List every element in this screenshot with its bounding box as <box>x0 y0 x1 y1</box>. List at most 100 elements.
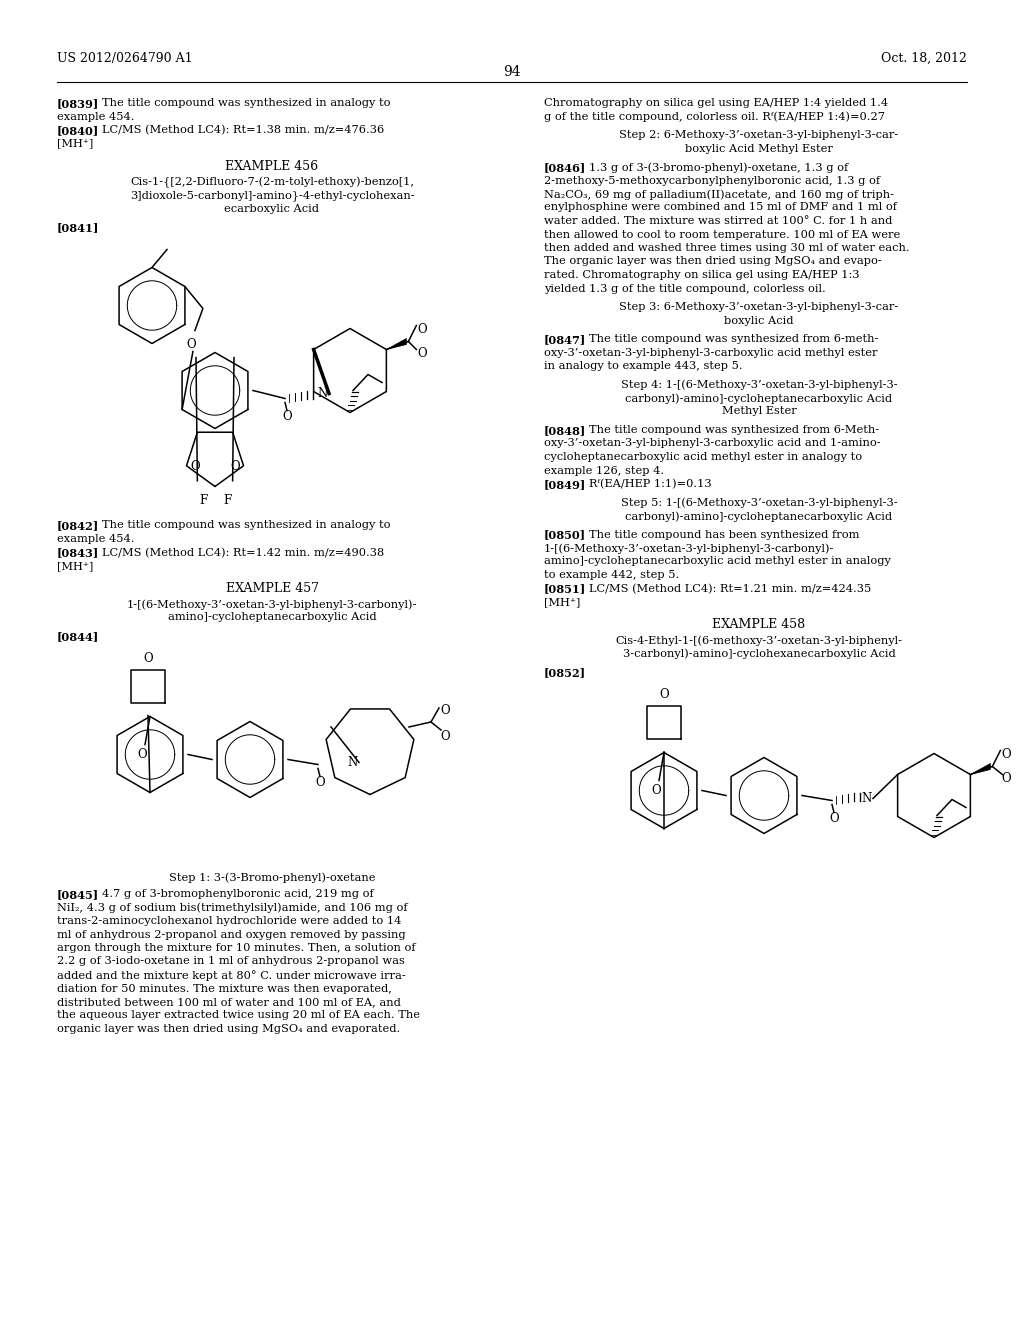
Text: example 454.: example 454. <box>57 111 134 121</box>
Text: Step 3: 6-Methoxy-3’-oxetan-3-yl-biphenyl-3-car-: Step 3: 6-Methoxy-3’-oxetan-3-yl-bipheny… <box>620 302 899 312</box>
Text: water added. The mixture was stirred at 100° C. for 1 h and: water added. The mixture was stirred at … <box>544 216 892 226</box>
Text: US 2012/0264790 A1: US 2012/0264790 A1 <box>57 51 193 65</box>
Text: [0845]: [0845] <box>57 888 99 900</box>
Text: distributed between 100 ml of water and 100 ml of EA, and: distributed between 100 ml of water and … <box>57 997 400 1007</box>
Text: oxy-3’-oxetan-3-yl-biphenyl-3-carboxylic acid methyl ester: oxy-3’-oxetan-3-yl-biphenyl-3-carboxylic… <box>544 347 878 358</box>
Text: [0846]: [0846] <box>544 162 587 173</box>
Text: boxylic Acid: boxylic Acid <box>724 315 794 326</box>
Text: [0844]: [0844] <box>57 631 99 642</box>
Text: then allowed to cool to room temperature. 100 ml of EA were: then allowed to cool to room temperature… <box>544 230 900 239</box>
Text: Chromatography on silica gel using EA/HEP 1:4 yielded 1.4: Chromatography on silica gel using EA/HE… <box>544 98 888 108</box>
Text: [MH⁺]: [MH⁺] <box>57 561 93 572</box>
Text: EXAMPLE 458: EXAMPLE 458 <box>713 619 806 631</box>
Text: Oct. 18, 2012: Oct. 18, 2012 <box>881 51 967 65</box>
Text: The title compound was synthesized in analogy to: The title compound was synthesized in an… <box>102 520 390 531</box>
Text: O: O <box>190 459 200 473</box>
Text: yielded 1.3 g of the title compound, colorless oil.: yielded 1.3 g of the title compound, col… <box>544 284 825 293</box>
Text: O: O <box>1001 748 1011 762</box>
Text: The title compound was synthesized from 6-Meth-: The title compound was synthesized from … <box>589 425 880 436</box>
Text: example 126, step 4.: example 126, step 4. <box>544 466 665 475</box>
Text: NiI₂, 4.3 g of sodium bis(trimethylsilyl)amide, and 106 mg of: NiI₂, 4.3 g of sodium bis(trimethylsilyl… <box>57 903 408 913</box>
Text: [0841]: [0841] <box>57 222 99 234</box>
Text: Step 5: 1-[(6-Methoxy-3’-oxetan-3-yl-biphenyl-3-: Step 5: 1-[(6-Methoxy-3’-oxetan-3-yl-bip… <box>621 498 897 508</box>
Text: Step 2: 6-Methoxy-3’-oxetan-3-yl-biphenyl-3-car-: Step 2: 6-Methoxy-3’-oxetan-3-yl-bipheny… <box>620 129 899 140</box>
Text: O: O <box>659 688 669 701</box>
Text: g of the title compound, colorless oil. Rᶠ(EA/HEP 1:4)=0.27: g of the title compound, colorless oil. … <box>544 111 885 121</box>
Text: Na₂CO₃, 69 mg of palladium(II)acetate, and 160 mg of triph-: Na₂CO₃, 69 mg of palladium(II)acetate, a… <box>544 189 894 199</box>
Text: boxylic Acid Methyl Ester: boxylic Acid Methyl Ester <box>685 144 833 153</box>
Text: [0839]: [0839] <box>57 98 99 110</box>
Text: [MH⁺]: [MH⁺] <box>57 139 93 149</box>
Text: O: O <box>1001 772 1011 785</box>
Text: 1-[(6-Methoxy-3’-oxetan-3-yl-biphenyl-3-carbonyl)-: 1-[(6-Methoxy-3’-oxetan-3-yl-biphenyl-3-… <box>544 543 835 553</box>
Text: LC/MS (Method LC4): Rt=1.21 min. m/z=424.35: LC/MS (Method LC4): Rt=1.21 min. m/z=424… <box>589 583 871 594</box>
Text: Rᶠ(EA/HEP 1:1)=0.13: Rᶠ(EA/HEP 1:1)=0.13 <box>589 479 712 490</box>
Text: amino]-cycloheptanecarboxylic acid methyl ester in analogy: amino]-cycloheptanecarboxylic acid methy… <box>544 557 891 566</box>
Text: 1-[(6-Methoxy-3’-oxetan-3-yl-biphenyl-3-carbonyl)-: 1-[(6-Methoxy-3’-oxetan-3-yl-biphenyl-3-… <box>127 599 417 610</box>
Text: F: F <box>199 495 207 507</box>
Text: [0848]: [0848] <box>544 425 587 436</box>
Text: carbonyl)-amino]-cycloheptanecarboxylic Acid: carbonyl)-amino]-cycloheptanecarboxylic … <box>626 393 893 404</box>
Text: [0849]: [0849] <box>544 479 587 490</box>
Text: [0851]: [0851] <box>544 583 587 594</box>
Text: the aqueous layer extracted twice using 20 ml of EA each. The: the aqueous layer extracted twice using … <box>57 1011 420 1020</box>
Text: EXAMPLE 457: EXAMPLE 457 <box>225 582 318 595</box>
Text: 2-methoxy-5-methoxycarbonylphenylboronic acid, 1.3 g of: 2-methoxy-5-methoxycarbonylphenylboronic… <box>544 176 880 186</box>
Text: [0852]: [0852] <box>544 667 586 678</box>
Text: 3]dioxole-5-carbonyl]-amino}-4-ethyl-cyclohexan-: 3]dioxole-5-carbonyl]-amino}-4-ethyl-cyc… <box>130 190 415 201</box>
Text: oxy-3’-oxetan-3-yl-biphenyl-3-carboxylic acid and 1-amino-: oxy-3’-oxetan-3-yl-biphenyl-3-carboxylic… <box>544 438 881 449</box>
Text: O: O <box>829 812 839 825</box>
Text: 1.3 g of 3-(3-bromo-phenyl)-oxetane, 1.3 g of: 1.3 g of 3-(3-bromo-phenyl)-oxetane, 1.3… <box>589 162 848 173</box>
Text: O: O <box>418 323 427 337</box>
Text: O: O <box>186 338 196 351</box>
Text: carbonyl)-amino]-cycloheptanecarboxylic Acid: carbonyl)-amino]-cycloheptanecarboxylic … <box>626 511 893 521</box>
Text: trans-2-aminocyclohexanol hydrochloride were added to 14: trans-2-aminocyclohexanol hydrochloride … <box>57 916 401 927</box>
Text: Cis-4-Ethyl-1-[(6-methoxy-3’-oxetan-3-yl-biphenyl-: Cis-4-Ethyl-1-[(6-methoxy-3’-oxetan-3-yl… <box>615 635 902 645</box>
Text: rated. Chromatography on silica gel using EA/HEP 1:3: rated. Chromatography on silica gel usin… <box>544 271 859 280</box>
Text: N: N <box>348 756 358 770</box>
Text: example 454.: example 454. <box>57 535 134 544</box>
Text: then added and washed three times using 30 ml of water each.: then added and washed three times using … <box>544 243 909 253</box>
Text: 4.7 g of 3-bromophenylboronic acid, 219 mg of: 4.7 g of 3-bromophenylboronic acid, 219 … <box>102 888 374 899</box>
Text: argon through the mixture for 10 minutes. Then, a solution of: argon through the mixture for 10 minutes… <box>57 942 416 953</box>
Text: [MH⁺]: [MH⁺] <box>544 597 581 607</box>
Text: 94: 94 <box>503 65 521 79</box>
Text: [0843]: [0843] <box>57 548 99 558</box>
Text: LC/MS (Method LC4): Rt=1.42 min. m/z=490.38: LC/MS (Method LC4): Rt=1.42 min. m/z=490… <box>102 548 384 558</box>
Text: 3-carbonyl)-amino]-cyclohexanecarboxylic Acid: 3-carbonyl)-amino]-cyclohexanecarboxylic… <box>623 648 895 659</box>
Polygon shape <box>971 763 990 775</box>
Text: organic layer was then dried using MgSO₄ and evaporated.: organic layer was then dried using MgSO₄… <box>57 1024 400 1034</box>
Text: [0850]: [0850] <box>544 529 586 540</box>
Text: in analogy to example 443, step 5.: in analogy to example 443, step 5. <box>544 360 742 371</box>
Text: O: O <box>143 652 153 665</box>
Text: O: O <box>418 347 427 360</box>
Text: N: N <box>317 387 328 400</box>
Text: amino]-cycloheptanecarboxylic Acid: amino]-cycloheptanecarboxylic Acid <box>168 612 376 623</box>
Text: Cis-1-{[2,2-Difluoro-7-(2-m-tolyl-ethoxy)-benzo[1,: Cis-1-{[2,2-Difluoro-7-(2-m-tolyl-ethoxy… <box>130 177 414 187</box>
Text: Methyl Ester: Methyl Ester <box>722 407 797 417</box>
Text: ecarboxylic Acid: ecarboxylic Acid <box>224 203 319 214</box>
Text: The title compound has been synthesized from: The title compound has been synthesized … <box>589 529 859 540</box>
Text: enylphosphine were combined and 15 ml of DMF and 1 ml of: enylphosphine were combined and 15 ml of… <box>544 202 897 213</box>
Text: O: O <box>651 784 660 797</box>
Text: to example 442, step 5.: to example 442, step 5. <box>544 570 679 579</box>
Text: added and the mixture kept at 80° C. under microwave irra-: added and the mixture kept at 80° C. und… <box>57 970 406 981</box>
Text: O: O <box>283 411 292 422</box>
Text: O: O <box>440 704 450 717</box>
Text: cycloheptanecarboxylic acid methyl ester in analogy to: cycloheptanecarboxylic acid methyl ester… <box>544 451 862 462</box>
Text: diation for 50 minutes. The mixture was then evaporated,: diation for 50 minutes. The mixture was … <box>57 983 392 994</box>
Text: O: O <box>137 748 146 762</box>
Text: N: N <box>862 792 872 805</box>
Text: LC/MS (Method LC4): Rt=1.38 min. m/z=476.36: LC/MS (Method LC4): Rt=1.38 min. m/z=476… <box>102 125 384 136</box>
Text: O: O <box>315 776 325 789</box>
Text: EXAMPLE 456: EXAMPLE 456 <box>225 160 318 173</box>
Text: Step 4: 1-[(6-Methoxy-3’-oxetan-3-yl-biphenyl-3-: Step 4: 1-[(6-Methoxy-3’-oxetan-3-yl-bip… <box>621 380 897 391</box>
Text: The organic layer was then dried using MgSO₄ and evapo-: The organic layer was then dried using M… <box>544 256 882 267</box>
Text: ml of anhydrous 2-propanol and oxygen removed by passing: ml of anhydrous 2-propanol and oxygen re… <box>57 929 406 940</box>
Text: The title compound was synthesized from 6-meth-: The title compound was synthesized from … <box>589 334 879 345</box>
Text: Step 1: 3-(3-Bromo-phenyl)-oxetane: Step 1: 3-(3-Bromo-phenyl)-oxetane <box>169 873 375 883</box>
Polygon shape <box>386 338 407 350</box>
Text: O: O <box>440 730 450 742</box>
Text: [0840]: [0840] <box>57 125 99 136</box>
Text: 2.2 g of 3-iodo-oxetane in 1 ml of anhydrous 2-propanol was: 2.2 g of 3-iodo-oxetane in 1 ml of anhyd… <box>57 957 404 966</box>
